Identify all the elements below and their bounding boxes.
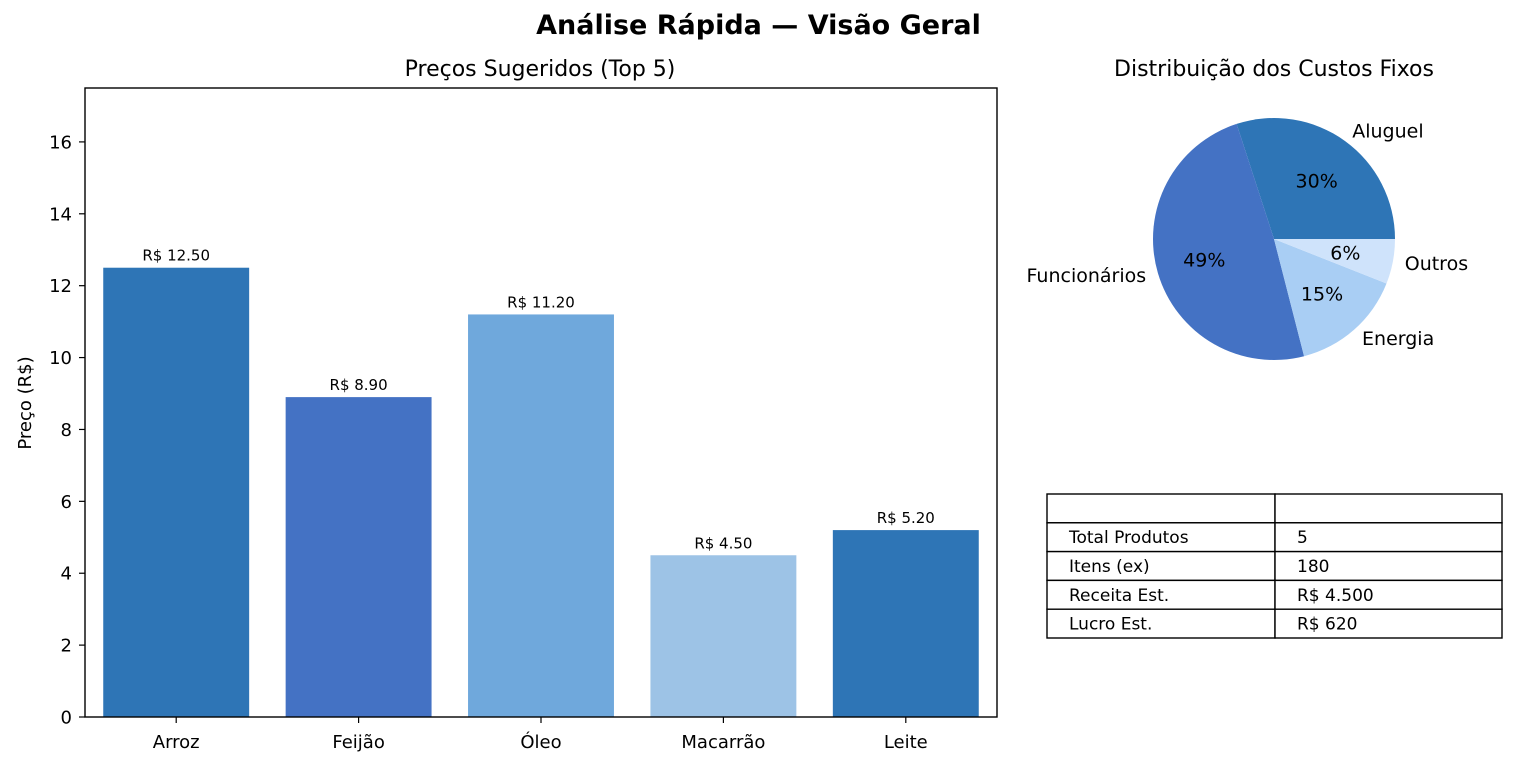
- pie-chart: Distribuição dos Custos Fixos Aluguel 30%…: [1027, 57, 1468, 360]
- y-tick-label: 12: [49, 276, 72, 297]
- pie-chart-title: Distribuição dos Custos Fixos: [1114, 57, 1434, 82]
- bar-3: [650, 555, 797, 717]
- pie-slice-label: Funcionários: [1027, 265, 1147, 287]
- bar-0: [103, 267, 250, 717]
- y-tick-label: 0: [61, 708, 72, 729]
- table-cell-value: 180: [1297, 557, 1329, 577]
- table-cell: [1046, 522, 1276, 553]
- y-tick-label: 14: [49, 204, 72, 225]
- y-tick-label: 8: [61, 420, 72, 441]
- pie-slice-label: Energia: [1362, 328, 1434, 350]
- table-cell: [1046, 550, 1276, 582]
- table-header-cell: [1274, 493, 1503, 524]
- bar-2: [468, 314, 614, 717]
- bar-value-label: R$ 4.50: [694, 534, 752, 552]
- table-cell-label: Total Produtos: [1068, 528, 1189, 548]
- bar-value-label: R$ 11.20: [507, 293, 575, 311]
- table-cell-value: 5: [1297, 528, 1308, 548]
- y-tick-label: 16: [49, 132, 72, 153]
- table-cell: [1274, 522, 1503, 553]
- bar-marks: R$ 12.50 R$ 8.90 R$ 11.20 R$ 4.50 R$ 5.20: [103, 247, 979, 717]
- pie-slice-1: [1153, 123, 1305, 360]
- x-tick-label: Óleo: [520, 731, 561, 753]
- x-tick-label: Feijão: [332, 732, 385, 753]
- x-tick-label: Macarrão: [681, 732, 765, 753]
- table-cell-label: Itens (ex): [1069, 557, 1150, 577]
- pie-percent-label: 30%: [1296, 170, 1338, 192]
- summary-table: Total Produtos 5 Itens (ex) 180 Receita Est.…: [1046, 493, 1503, 639]
- bar-chart-title: Preços Sugeridos (Top 5): [405, 57, 676, 82]
- bar-value-label: R$ 5.20: [877, 509, 935, 527]
- pie-marks: Aluguel 30% Funcionários 49% Energia 15% Outro…: [1027, 117, 1468, 360]
- table-cell-label: Receita Est.: [1069, 586, 1169, 606]
- y-tick-label: 2: [61, 636, 72, 657]
- bar-value-label: R$ 12.50: [142, 247, 210, 265]
- figure-title: Análise Rápida — Visão Geral: [536, 10, 981, 41]
- pie-percent-label: 49%: [1183, 249, 1225, 271]
- pie-slice-0: [1236, 117, 1395, 239]
- bar-4: [832, 530, 979, 717]
- pie-slice-label: Aluguel: [1352, 120, 1423, 142]
- table-cell: [1046, 608, 1276, 639]
- pie-slice-label: Outros: [1405, 253, 1468, 275]
- x-tick-label: Leite: [884, 732, 928, 753]
- pie-slice-3: [1274, 239, 1395, 284]
- pie-slice-2: [1274, 239, 1387, 357]
- table-cell: [1046, 579, 1276, 610]
- table-cell-label: Lucro Est.: [1069, 615, 1152, 635]
- x-tick-label: Arroz: [153, 732, 200, 753]
- y-tick-label: 10: [49, 348, 72, 369]
- bar-value-label: R$ 8.90: [330, 376, 388, 394]
- pie-percent-label: 15%: [1301, 283, 1343, 305]
- y-axis-label: Preço (R$): [15, 356, 36, 449]
- table-cell-value: R$ 620: [1297, 615, 1357, 635]
- table-cell: [1274, 608, 1503, 639]
- table-cell-value: R$ 4.500: [1297, 586, 1374, 606]
- table-cell: [1274, 550, 1503, 582]
- table-header-cell: [1046, 493, 1276, 524]
- pie-percent-label: 6%: [1330, 243, 1360, 265]
- bar-1: [285, 397, 432, 717]
- bar-chart: Preços Sugeridos (Top 5) R$ 12.50 R$ 8.90…: [15, 57, 998, 753]
- y-tick-label: 6: [61, 492, 72, 513]
- y-tick-label: 4: [61, 564, 72, 585]
- y-axis-ticks: 0 2 4 6 8 10 12 14 16: [49, 132, 85, 729]
- x-axis-ticks: Arroz Feijão Óleo Macarrão Leite: [153, 717, 928, 753]
